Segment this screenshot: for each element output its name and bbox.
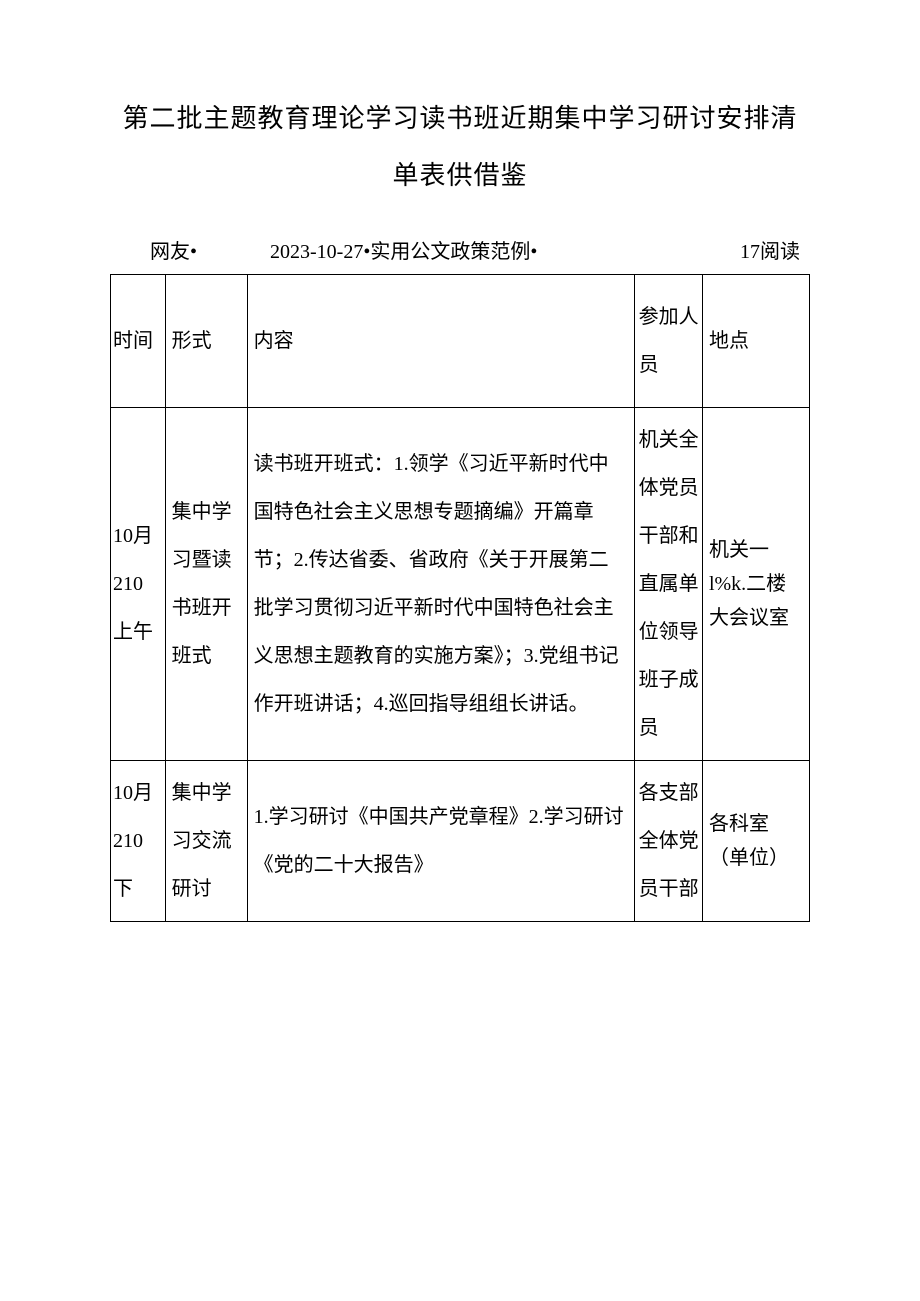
cell-place: 各科室 （单位） [702, 761, 809, 922]
header-form: 形式 [165, 275, 247, 408]
table-header-row: 时间 形式 内容 参加人员 地点 [111, 275, 810, 408]
cell-people: 机关全体党员干部和直属单位领导班子成员 [634, 408, 702, 761]
cell-content: 读书班开班式：1.领学《习近平新时代中国特色社会主义思想专题摘编》开篇章节；2.… [247, 408, 634, 761]
cell-time: 10月210下 [111, 761, 166, 922]
table-row: 10月210上午 集中学习暨读书班开班式 读书班开班式：1.领学《习近平新时代中… [111, 408, 810, 761]
cell-content: 1.学习研讨《中国共产党章程》2.学习研讨《党的二十大报告》 [247, 761, 634, 922]
title-line-1: 第二批主题教育理论学习读书班近期集中学习研讨安排清 [122, 104, 797, 133]
table-row: 10月210下 集中学习交流研讨 1.学习研讨《中国共产党章程》2.学习研讨《党… [111, 761, 810, 922]
cell-place-text: 各科室 （单位） [709, 807, 805, 875]
title-line-2: 单表供借鉴 [392, 161, 527, 190]
header-place: 地点 [702, 275, 809, 408]
cell-place: 机关一 l%k.二楼大会议室 [702, 408, 809, 761]
cell-form: 集中学习暨读书班开班式 [165, 408, 247, 761]
header-people: 参加人员 [634, 275, 702, 408]
cell-time: 10月210上午 [111, 408, 166, 761]
document-title: 第二批主题教育理论学习读书班近期集中学习研讨安排清 单表供借鉴 [110, 90, 810, 204]
cell-people: 各支部全体党员干部 [634, 761, 702, 922]
meta-date-category: 2023-10-27•实用公文政策范例• [250, 234, 680, 270]
meta-reads: 17阅读 [680, 234, 800, 270]
schedule-table: 时间 形式 内容 参加人员 地点 10月210上午 集中学习暨读书班开班式 读书… [110, 274, 810, 922]
cell-form: 集中学习交流研讨 [165, 761, 247, 922]
meta-row: 网友• 2023-10-27•实用公文政策范例• 17阅读 [110, 234, 810, 270]
meta-author: 网友• [150, 234, 250, 270]
header-content: 内容 [247, 275, 634, 408]
header-time: 时间 [111, 275, 166, 408]
cell-place-text: 机关一 l%k.二楼大会议室 [709, 533, 805, 635]
